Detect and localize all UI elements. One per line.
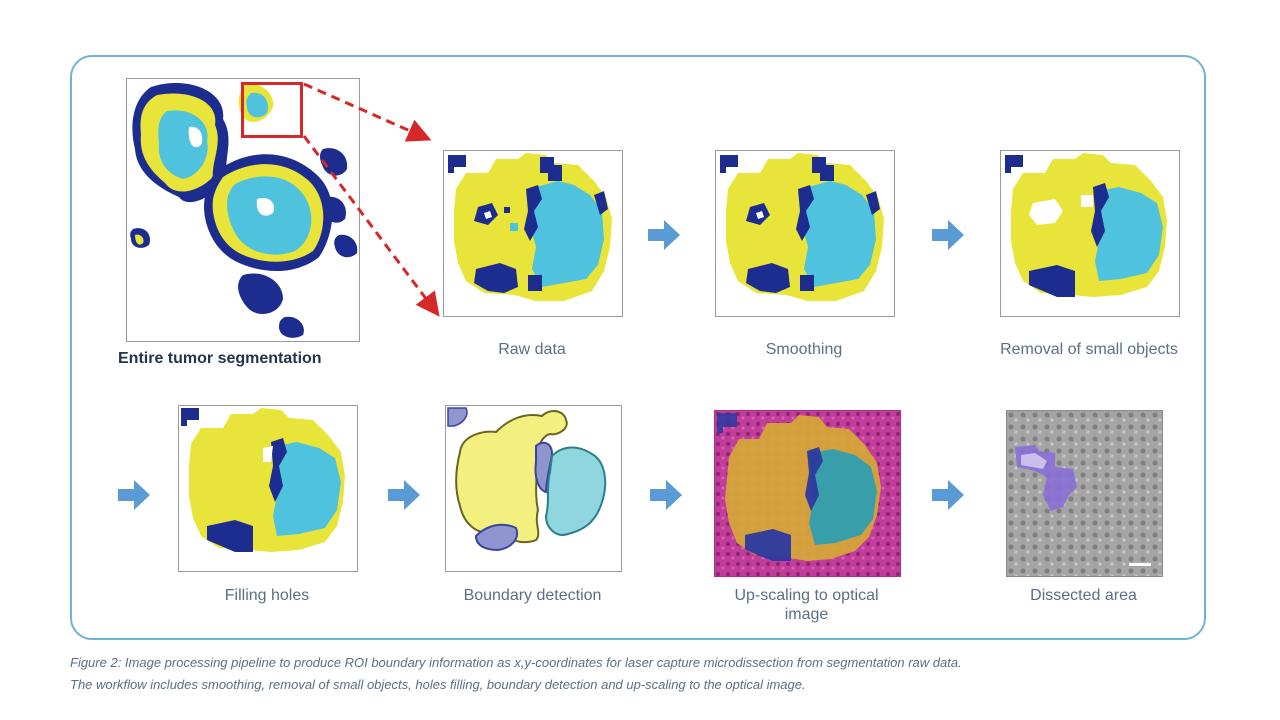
- caption-line-2: The workflow includes smoothing, removal…: [70, 677, 806, 692]
- label-removal: Removal of small objects: [1000, 341, 1178, 358]
- entire-tumor-panel: [126, 78, 360, 342]
- filling-holes-image: [181, 408, 345, 552]
- caption-line-1: Figure 2: Image processing pipeline to p…: [70, 655, 962, 670]
- smoothing-image: [720, 153, 884, 301]
- label-smoothing: Smoothing: [765, 341, 843, 358]
- label-filling-holes: Filling holes: [224, 587, 310, 604]
- figure-frame: [70, 55, 1206, 640]
- zoom-pointer-lines: [302, 82, 440, 317]
- arrow-right-icon: [388, 480, 420, 510]
- removal-panel: [1000, 150, 1180, 317]
- smoothing-panel: [715, 150, 895, 317]
- label-dissected-area: Dissected area: [1030, 587, 1137, 604]
- boundary-detection-image: [447, 407, 607, 552]
- tumor-overview-image: [130, 82, 358, 338]
- arrow-right-icon: [650, 480, 682, 510]
- label-raw-data: Raw data: [498, 341, 566, 358]
- dissected-area-image: [1007, 411, 1162, 576]
- raw-data-image: [448, 153, 612, 301]
- arrow-right-icon: [932, 480, 964, 510]
- zoom-box: [241, 82, 303, 138]
- raw-data-panel: [443, 150, 623, 317]
- arrow-right-icon: [932, 220, 964, 250]
- boundary-detection-panel: [445, 405, 622, 572]
- arrow-right-icon: [118, 480, 150, 510]
- upscaling-panel: [714, 410, 901, 577]
- removal-image: [1005, 153, 1167, 297]
- dissected-area-panel: [1006, 410, 1163, 577]
- figure-caption: Figure 2: Image processing pipeline to p…: [70, 652, 1220, 696]
- filling-holes-panel: [178, 405, 358, 572]
- arrow-right-icon: [648, 220, 680, 250]
- label-upscaling: Up-scaling to optical image: [734, 587, 879, 623]
- upscaling-optical-image: [715, 411, 900, 576]
- label-boundary-detection: Boundary detection: [463, 587, 602, 604]
- label-entire-tumor: Entire tumor segmentation: [118, 350, 322, 367]
